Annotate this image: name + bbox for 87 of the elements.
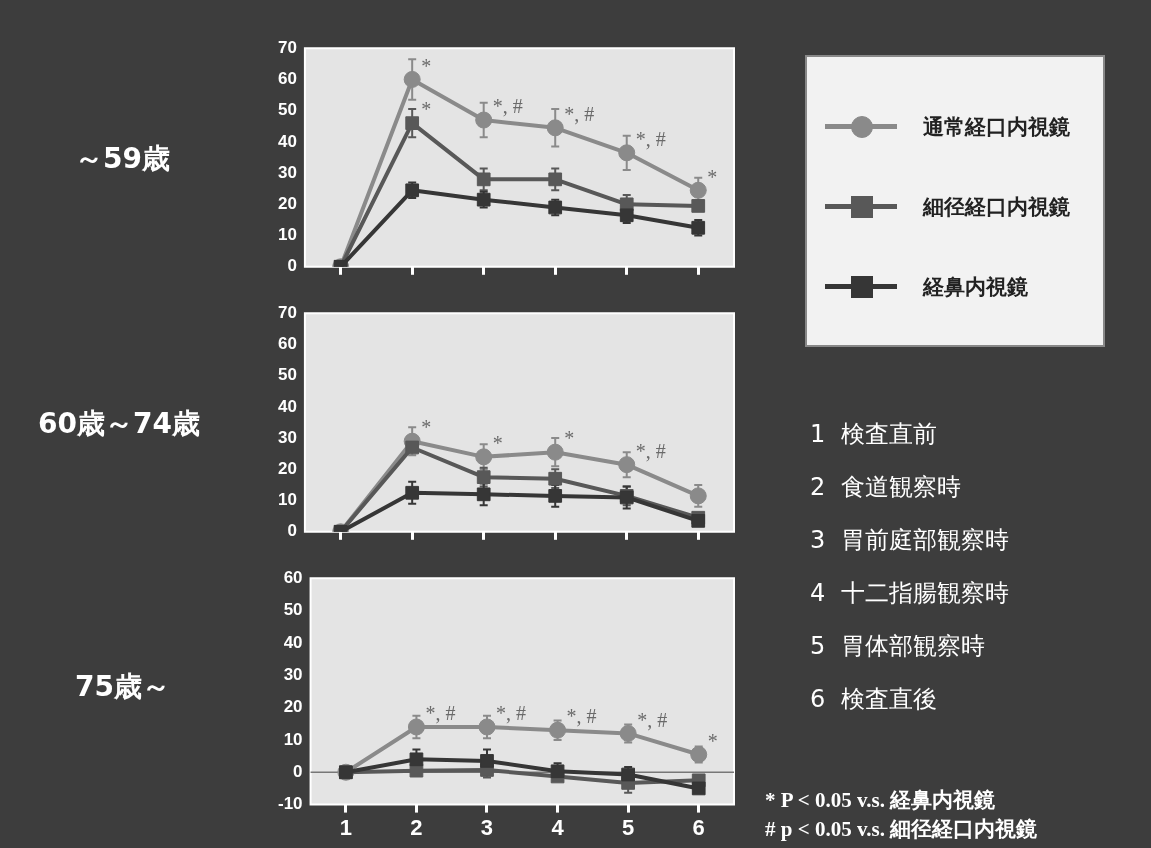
y-tick-label: 40 <box>283 632 303 652</box>
x-tick-label: 4 <box>551 814 565 840</box>
point <box>548 471 563 486</box>
point <box>619 724 637 742</box>
text: * P < 0.05 v.s. 経鼻内視鏡 <box>765 787 997 814</box>
y-tick-label: 50 <box>283 600 303 620</box>
point <box>405 485 420 500</box>
text: 5 胃体部観察時 <box>809 631 986 662</box>
text: 60歳～74歳 <box>38 406 200 442</box>
text: ～59歳 <box>75 141 170 177</box>
point <box>476 487 491 502</box>
point <box>405 116 420 131</box>
annotation: *, # <box>492 95 523 118</box>
annotation: *, # <box>635 439 666 462</box>
point <box>407 718 425 736</box>
annotation: * <box>421 98 432 121</box>
annotation: * <box>421 416 432 439</box>
point <box>691 781 706 796</box>
point <box>548 172 563 187</box>
y-tick-label: 50 <box>277 365 297 385</box>
y-tick-label: 40 <box>277 396 297 416</box>
point <box>405 440 420 455</box>
y-tick-label: 0 <box>293 761 303 781</box>
y-tick-label: 40 <box>277 131 297 151</box>
point <box>691 514 706 528</box>
y-tick-label: -10 <box>277 794 303 814</box>
annotation: *, # <box>496 702 526 725</box>
y-tick-label: 30 <box>277 162 297 182</box>
point <box>480 754 494 768</box>
annotation: *, # <box>566 705 597 728</box>
annotation: *, # <box>425 702 456 725</box>
point <box>689 487 707 505</box>
annotation: * <box>707 729 718 752</box>
annotation: *, # <box>564 103 595 126</box>
point <box>548 489 563 503</box>
point <box>403 70 421 88</box>
y-tick-label: 20 <box>277 194 297 214</box>
point <box>409 752 424 767</box>
y-tick-label: 10 <box>277 225 297 245</box>
x-tick-label: 5 <box>622 814 635 840</box>
y-tick-label: 60 <box>283 567 303 587</box>
text: 75歳～ <box>75 669 170 705</box>
text: 2 食道観察時 <box>809 472 962 503</box>
y-tick-label: 60 <box>277 334 297 354</box>
point <box>546 119 564 137</box>
x-tick-label: 6 <box>692 814 705 840</box>
text: 1 検査直前 <box>809 419 938 450</box>
text: 3 胃前庭部観察時 <box>809 525 1010 556</box>
y-tick-label: 50 <box>277 100 297 120</box>
y-tick-label: 60 <box>277 69 297 89</box>
y-tick-label: 10 <box>283 729 303 749</box>
annotation: * <box>707 165 718 188</box>
y-tick-label: 70 <box>277 302 297 322</box>
point <box>475 448 493 466</box>
text: 6 検査直後 <box>809 684 938 715</box>
point <box>618 456 636 474</box>
point <box>689 181 707 199</box>
y-tick-label: 0 <box>287 256 297 276</box>
y-tick-label: 30 <box>277 427 297 447</box>
y-tick-label: 20 <box>283 697 303 717</box>
point <box>478 718 496 736</box>
x-tick-label: 1 <box>339 814 352 840</box>
text: # p < 0.05 v.s. 細径経口内視鏡 <box>765 816 1038 843</box>
y-tick-label: 20 <box>277 459 297 479</box>
y-tick-label: 0 <box>287 521 297 541</box>
point <box>549 721 567 739</box>
point <box>476 470 491 485</box>
annotation: * <box>492 432 503 455</box>
legend-label: 細径経口内視鏡 <box>923 194 1070 221</box>
point <box>546 443 564 461</box>
point <box>476 172 491 187</box>
point <box>691 199 706 213</box>
annotation: * <box>564 427 575 450</box>
y-tick-label: 70 <box>277 37 297 57</box>
annotation: *, # <box>635 128 666 151</box>
y-tick-label: 10 <box>277 490 297 510</box>
annotation: * <box>421 54 432 77</box>
text: 4 十二指腸観察時 <box>809 578 1010 609</box>
point <box>618 144 636 162</box>
y-tick-label: 30 <box>283 664 303 684</box>
legend-label: 経鼻内視鏡 <box>923 274 1028 301</box>
annotation: *, # <box>637 708 668 731</box>
x-tick-label: 2 <box>410 814 423 840</box>
legend-label: 通常経口内視鏡 <box>923 114 1070 141</box>
point <box>690 745 708 763</box>
point <box>475 111 493 129</box>
x-tick-label: 3 <box>480 814 494 840</box>
